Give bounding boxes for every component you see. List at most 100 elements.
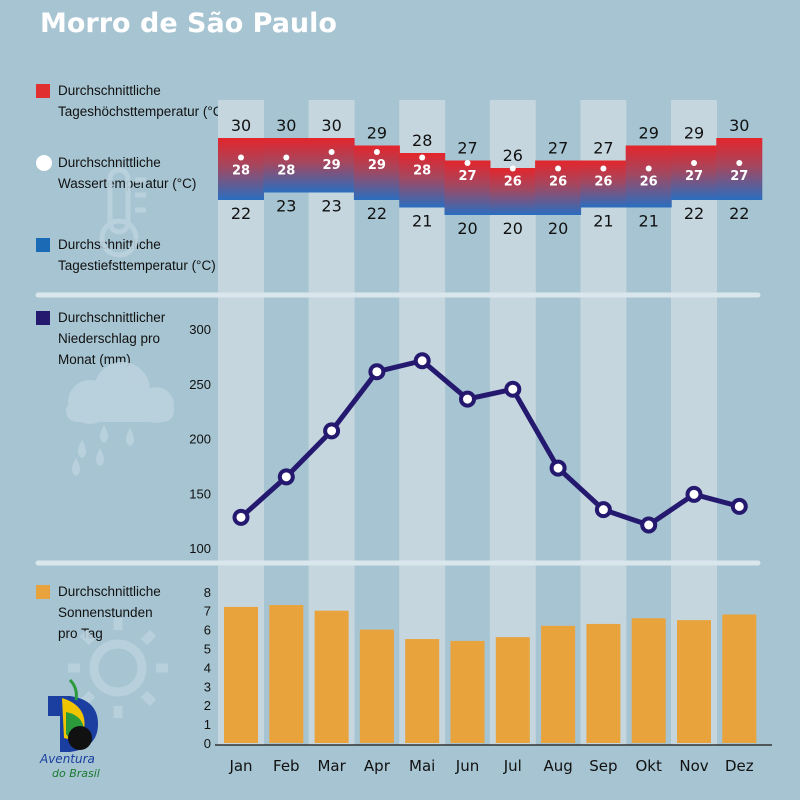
temp-high-label: 30 [729,116,749,135]
legend-sun-line1: Durchschnittliche [58,584,161,599]
water-temp-label: 26 [549,175,567,190]
precip-tick-label: 100 [189,541,211,556]
temp-low-label: 23 [276,197,296,216]
sun-tick-label: 7 [204,604,211,619]
temp-low-label: 21 [412,212,432,231]
legend-temp-high: Durchschnittliche Tageshöchsttemperatur (… [36,80,228,122]
legend-swatch-white [36,155,52,171]
month-label: Aug [543,757,572,775]
month-label: Dez [725,757,754,775]
sun-bar [722,614,757,743]
page-title: Morro de São Paulo [40,8,337,39]
legend-swatch-red [36,84,50,98]
water-temp-dot [555,165,562,172]
legend-temp-low-line2: Tagestiefsttemperatur (°C) [58,258,216,273]
legend-temp-high-line2: Tageshöchsttemperatur (°C) [58,104,227,119]
legend-precip-line3: Monat (mm) [58,352,131,367]
temp-range-bar [489,168,536,215]
water-temp-dot [328,149,335,155]
temp-low-label: 21 [639,212,659,231]
temp-low-label: 20 [457,219,477,238]
sun-bar [586,623,621,743]
precip-point [323,422,341,440]
water-temp-dot [509,165,516,172]
thermometer-icon [99,167,146,258]
month-label: Sep [589,757,617,775]
precip-point [459,390,476,408]
precip-point [413,352,431,370]
legend-swatch-navy [36,311,50,325]
precip-point [730,497,748,515]
month-label: Apr [364,757,391,775]
month-label: Jan [228,757,252,775]
temp-high-label: 28 [412,131,432,150]
sun-bar [541,625,576,743]
water-temp-label: 26 [640,175,658,190]
water-temp-label: 27 [458,169,476,184]
logo-text-aventura: Aventura [40,752,95,766]
sun-bar [450,640,485,743]
water-temp-dot [419,154,426,161]
legend-sun-line2: Sonnenstunden [58,605,153,620]
temp-low-label: 22 [231,204,251,223]
aventura-logo-icon [48,678,98,752]
precip-point [549,459,567,477]
legend-swatch-orange [36,585,50,599]
water-temp-label: 29 [368,158,386,173]
water-temp-label: 26 [594,175,612,190]
legend-swatch-blue [36,238,50,252]
water-temp-dot [464,160,471,166]
water-temp-dot [691,160,697,166]
temp-high-label: 27 [548,139,568,158]
sun-bar [631,618,666,743]
temp-range-bar [218,138,264,200]
sun-bar [269,605,304,743]
precip-series-line [239,358,740,528]
sun-icon [68,618,168,718]
temp-high-label: 29 [684,124,704,143]
precip-point [594,501,612,519]
precip-tick-label: 300 [189,322,211,337]
month-label: Mai [409,757,435,775]
sun-tick-label: 4 [204,660,211,675]
water-temp-dot [373,149,380,155]
temp-low-label: 20 [548,219,568,238]
temp-low-label: 22 [367,204,387,223]
water-temp-dot [238,154,244,161]
sun-tick-label: 1 [204,717,211,732]
sun-bar [495,637,530,743]
sun-bar [677,620,711,743]
temp-low-label: 22 [684,204,704,223]
water-temp-label: 28 [413,164,431,179]
temp-range-bar [308,138,355,193]
precip-tick-label: 200 [189,432,211,447]
water-temp-label: 27 [685,169,703,184]
rain-cloud-icon [66,362,174,476]
precip-point [685,485,703,503]
legend-water-temp-line1: Durchschnittliche [58,155,161,170]
month-label: Nov [679,757,708,775]
water-temp-label: 27 [730,169,748,184]
sun-bar [224,606,258,743]
temp-low-label: 22 [729,204,749,223]
sun-tick-label: 2 [204,698,211,713]
temp-low-label: 23 [321,197,341,216]
legend-precip-line2: Niederschlag pro [58,331,161,346]
sun-bar [314,610,349,743]
precip-point [232,508,250,526]
temp-range-bar [671,145,717,200]
temp-range-bar [263,138,310,193]
month-label: Jun [455,757,479,775]
temp-high-label: 27 [593,139,613,158]
temp-high-label: 27 [457,139,477,158]
sun-tick-label: 8 [204,585,211,600]
month-label: Feb [273,757,300,775]
water-temp-dot [600,165,607,172]
temp-high-label: 30 [276,116,296,135]
water-temp-dot [645,165,652,172]
precip-point [277,468,295,486]
water-temp-label: 28 [232,164,250,179]
temp-range-bar [625,145,672,208]
sun-bar [405,639,440,743]
